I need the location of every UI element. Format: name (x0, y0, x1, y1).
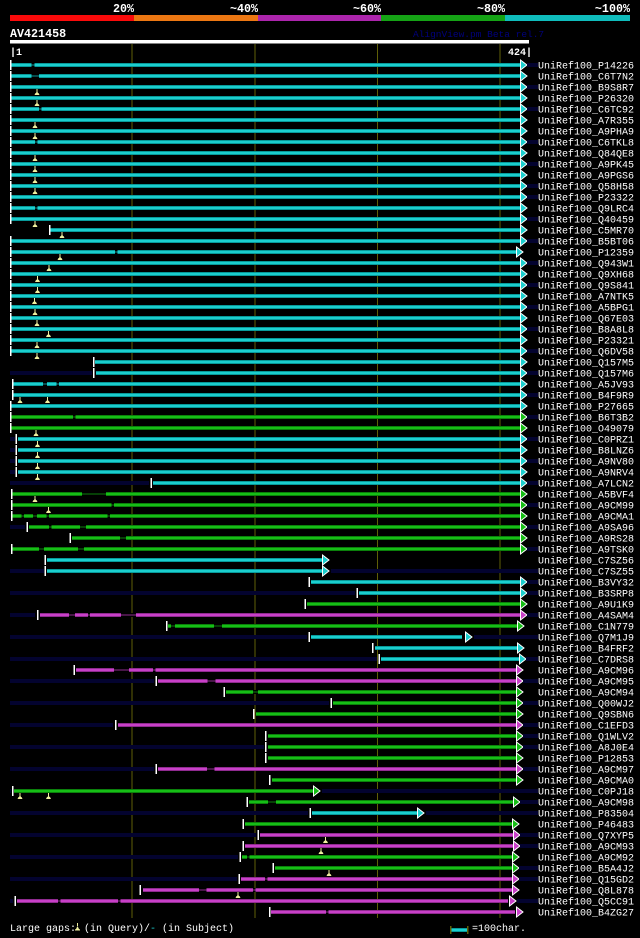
svg-text:UniRef100_A9CMA1: UniRef100_A9CMA1 (538, 512, 634, 524)
svg-text:UniRef100_Q157M6: UniRef100_Q157M6 (538, 369, 634, 381)
svg-text:UniRef100_A9CM93: UniRef100_A9CM93 (538, 842, 634, 854)
svg-text:UniRef100_A9NRV4: UniRef100_A9NRV4 (538, 468, 634, 480)
svg-text:UniRef100_C6TKL8: UniRef100_C6TKL8 (538, 138, 634, 150)
svg-text:~80%: ~80% (477, 2, 506, 16)
svg-text:UniRef100_C7DRS8: UniRef100_C7DRS8 (538, 655, 634, 667)
svg-text:UniRef100_Q1WLV2: UniRef100_Q1WLV2 (538, 732, 634, 744)
svg-text:UniRef100_A9CM96: UniRef100_A9CM96 (538, 666, 634, 678)
svg-text:(in Query)/: (in Query)/ (84, 923, 150, 935)
svg-text:UniRef100_Q84QE8: UniRef100_Q84QE8 (538, 149, 634, 161)
svg-text:UniRef100_Q7M1J9: UniRef100_Q7M1J9 (538, 633, 634, 645)
svg-text:UniRef100_A9PHA9: UniRef100_A9PHA9 (538, 127, 634, 139)
svg-text:Large gaps:: Large gaps: (10, 924, 76, 935)
svg-text:UniRef100_Q9LRC4: UniRef100_Q9LRC4 (538, 204, 634, 216)
svg-text:UniRef100_A7NTK5: UniRef100_A7NTK5 (538, 292, 634, 304)
svg-text:UniRef100_B4F9R9: UniRef100_B4F9R9 (538, 391, 634, 403)
svg-text:~60%: ~60% (353, 2, 382, 16)
svg-text:UniRef100_C0PRZ1: UniRef100_C0PRZ1 (538, 435, 634, 447)
svg-text:UniRef100_C5MR70: UniRef100_C5MR70 (538, 226, 634, 238)
svg-text:UniRef100_B5A4J2: UniRef100_B5A4J2 (538, 864, 634, 876)
svg-text:UniRef100_P46483: UniRef100_P46483 (538, 820, 634, 832)
svg-text:UniRef100_A9CM99: UniRef100_A9CM99 (538, 501, 634, 513)
svg-text:UniRef100_A9TSK0: UniRef100_A9TSK0 (538, 545, 634, 557)
svg-text:UniRef100_Q5CC91: UniRef100_Q5CC91 (538, 897, 634, 909)
svg-text:-: - (150, 924, 156, 935)
svg-text:UniRef100_C6T7N2: UniRef100_C6T7N2 (538, 72, 634, 84)
svg-text:UniRef100_A9PGS6: UniRef100_A9PGS6 (538, 171, 634, 183)
svg-text:UniRef100_A9U1K9: UniRef100_A9U1K9 (538, 600, 634, 612)
svg-text:UniRef100_A9NV80: UniRef100_A9NV80 (538, 457, 634, 469)
svg-text:UniRef100_Q157M5: UniRef100_Q157M5 (538, 358, 634, 370)
svg-text:UniRef100_B4FRF2: UniRef100_B4FRF2 (538, 644, 634, 656)
svg-text:UniRef100_A9CM94: UniRef100_A9CM94 (538, 688, 634, 700)
svg-text:UniRef100_B9S8R7: UniRef100_B9S8R7 (538, 83, 634, 95)
svg-text:UniRef100_A7R355: UniRef100_A7R355 (538, 116, 634, 128)
svg-text:20%: 20% (113, 2, 135, 16)
svg-text:UniRef100_A9PK45: UniRef100_A9PK45 (538, 160, 634, 172)
svg-text:UniRef100_P26320: UniRef100_P26320 (538, 94, 634, 106)
svg-text:|1: |1 (10, 47, 22, 59)
svg-text:UniRef100_A9CM98: UniRef100_A9CM98 (538, 798, 634, 810)
svg-text:UniRef100_B4ZG27: UniRef100_B4ZG27 (538, 908, 634, 920)
svg-text:UniRef100_C6TC92: UniRef100_C6TC92 (538, 105, 634, 117)
svg-text:UniRef100_A5BVF4: UniRef100_A5BVF4 (538, 490, 634, 502)
svg-text:UniRef100_C1EFD3: UniRef100_C1EFD3 (538, 721, 634, 733)
svg-text:UniRef100_A9CM97: UniRef100_A9CM97 (538, 765, 634, 777)
svg-text:UniRef100_O49079: UniRef100_O49079 (538, 424, 634, 436)
svg-text:UniRef100_Q9S841: UniRef100_Q9S841 (538, 281, 634, 293)
svg-text:UniRef100_C7SZ55: UniRef100_C7SZ55 (538, 567, 634, 579)
svg-text:UniRef100_C0PJ18: UniRef100_C0PJ18 (538, 787, 634, 799)
svg-text:UniRef100_A9CM92: UniRef100_A9CM92 (538, 853, 634, 865)
svg-text:UniRef100_A9SA96: UniRef100_A9SA96 (538, 523, 634, 535)
svg-text:=100char.: =100char. (472, 923, 526, 935)
svg-text:UniRef100_B6T3B2: UniRef100_B6T3B2 (538, 413, 634, 425)
svg-text:UniRef100_P14226: UniRef100_P14226 (538, 61, 634, 73)
svg-text:~100%: ~100% (595, 2, 631, 16)
svg-text:UniRef100_Q6DV58: UniRef100_Q6DV58 (538, 347, 634, 359)
svg-text:~40%: ~40% (230, 2, 259, 16)
svg-text:UniRef100_B3SRP8: UniRef100_B3SRP8 (538, 589, 634, 601)
svg-text:UniRef100_A5JV93: UniRef100_A5JV93 (538, 380, 634, 392)
svg-text:UniRef100_B3VY32: UniRef100_B3VY32 (538, 578, 634, 590)
svg-text:UniRef100_A7LCN2: UniRef100_A7LCN2 (538, 479, 634, 491)
svg-text:UniRef100_A8J0E4: UniRef100_A8J0E4 (538, 743, 634, 755)
svg-text:UniRef100_Q40459: UniRef100_Q40459 (538, 215, 634, 227)
svg-text:UniRef100_C1N779: UniRef100_C1N779 (538, 622, 634, 634)
svg-text:AV421458: AV421458 (10, 27, 66, 41)
svg-text:UniRef100_Q9SBN6: UniRef100_Q9SBN6 (538, 710, 634, 722)
svg-text:UniRef100_P12853: UniRef100_P12853 (538, 754, 634, 766)
svg-text:UniRef100_A9CM95: UniRef100_A9CM95 (538, 677, 634, 689)
svg-text:UniRef100_B5BT06: UniRef100_B5BT06 (538, 237, 634, 249)
svg-text:AlignView.pm Beta rel.7: AlignView.pm Beta rel.7 (413, 29, 544, 40)
svg-text:UniRef100_P12359: UniRef100_P12359 (538, 248, 634, 260)
svg-text:UniRef100_P23322: UniRef100_P23322 (538, 193, 634, 205)
svg-text:UniRef100_A9CMA0: UniRef100_A9CMA0 (538, 776, 634, 788)
svg-text:UniRef100_B8LNZ6: UniRef100_B8LNZ6 (538, 446, 634, 458)
svg-text:UniRef100_Q9XH68: UniRef100_Q9XH68 (538, 270, 634, 282)
svg-text:UniRef100_B8A8L8: UniRef100_B8A8L8 (538, 325, 634, 337)
svg-text:UniRef100_Q7XYP5: UniRef100_Q7XYP5 (538, 831, 634, 843)
svg-text:424|: 424| (508, 47, 532, 59)
svg-text:UniRef100_A5BPG1: UniRef100_A5BPG1 (538, 303, 634, 315)
svg-text:UniRef100_Q15GD2: UniRef100_Q15GD2 (538, 875, 634, 887)
svg-text:UniRef100_A9RS28: UniRef100_A9RS28 (538, 534, 634, 546)
svg-text:UniRef100_Q00WJ2: UniRef100_Q00WJ2 (538, 699, 634, 711)
svg-text:UniRef100_P23321: UniRef100_P23321 (538, 336, 634, 348)
svg-text:UniRef100_P83504: UniRef100_P83504 (538, 809, 634, 821)
svg-text:UniRef100_P27665: UniRef100_P27665 (538, 402, 634, 414)
svg-text:UniRef100_A4SAM4: UniRef100_A4SAM4 (538, 611, 634, 623)
svg-text:UniRef100_C7SZ56: UniRef100_C7SZ56 (538, 556, 634, 568)
svg-text:UniRef100_Q943W1: UniRef100_Q943W1 (538, 259, 634, 271)
svg-text:UniRef100_Q58H58: UniRef100_Q58H58 (538, 182, 634, 194)
svg-text:(in Subject): (in Subject) (156, 923, 234, 935)
svg-text:UniRef100_Q67E03: UniRef100_Q67E03 (538, 314, 634, 326)
svg-text:UniRef100_Q8L878: UniRef100_Q8L878 (538, 886, 634, 898)
